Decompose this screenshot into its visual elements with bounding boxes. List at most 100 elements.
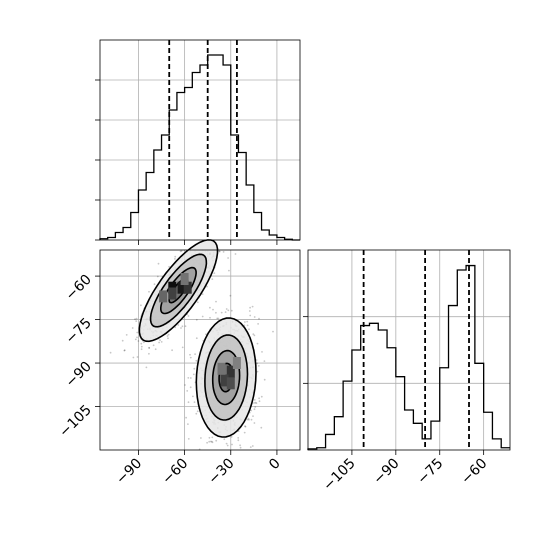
scatter-point [154, 348, 157, 351]
scatter-density-panel: −90 −60 −30 0 −105 −90 −75 −60 [56, 239, 301, 488]
scatter-point [220, 311, 223, 314]
right-histogram-panel: −105 −90 −75 −60 [303, 249, 511, 495]
scatter-point [253, 408, 256, 411]
density-cell [232, 357, 241, 369]
scatter-point [132, 356, 135, 359]
scatter-point [260, 426, 263, 429]
x-tick-label: −90 [370, 456, 402, 488]
scatter-point [230, 436, 233, 438]
scatter-point [255, 359, 258, 361]
scatter-point [184, 325, 187, 328]
scatter-point [159, 339, 161, 342]
scatter-point [248, 310, 251, 312]
density-cell [180, 273, 189, 285]
density-cell [159, 290, 168, 303]
scatter-point [168, 265, 171, 268]
scatter-point [209, 440, 212, 443]
scatter-point [180, 327, 182, 329]
scatter-point [249, 314, 252, 317]
scatter-point [211, 436, 214, 439]
scatter-point [121, 339, 124, 342]
x-tick-label: −105 [320, 456, 359, 495]
density-cell [183, 281, 192, 294]
scatter-point [227, 309, 230, 312]
scatter-point [237, 439, 240, 442]
scatter-point [243, 431, 246, 434]
scatter-point [201, 315, 204, 318]
y-tick-label: −60 [63, 272, 95, 304]
scatter-point [209, 306, 211, 309]
scatter-point [231, 443, 233, 446]
top-histogram-panel [95, 39, 301, 245]
scatter-point [260, 395, 263, 398]
scatter-point [192, 395, 194, 398]
scatter-point [193, 401, 196, 403]
scatter-point [215, 300, 217, 303]
histogram-step [307, 264, 510, 450]
scatter-point [228, 269, 230, 272]
scatter-point [206, 441, 209, 444]
histogram-step [99, 54, 300, 241]
scatter-point [256, 362, 259, 365]
scatter-point [181, 325, 184, 328]
density-cell [177, 281, 186, 294]
scatter-point [123, 349, 126, 352]
scatter-point [140, 342, 143, 345]
density-contour [211, 349, 241, 406]
scatter-point [109, 351, 112, 354]
scatter-point [131, 327, 134, 329]
scatter-point [167, 333, 170, 336]
scatter-point [216, 317, 219, 320]
scatter-point [255, 402, 258, 404]
panel-frame [307, 249, 511, 451]
density-cell [226, 377, 235, 390]
y-tick-label: −105 [56, 402, 95, 441]
scatter-point [223, 438, 226, 441]
scatter-point [253, 399, 256, 401]
scatter-point [136, 356, 139, 358]
scatter-point [239, 444, 242, 447]
scatter-point [125, 334, 128, 336]
panel-frame [99, 39, 301, 241]
scatter-point [136, 336, 138, 339]
scatter-point [135, 320, 138, 322]
scatter-point [252, 415, 254, 417]
scatter-point [217, 317, 220, 320]
density-cell [226, 365, 235, 378]
scatter-point [201, 293, 204, 295]
scatter-point [230, 309, 233, 312]
scatter-point [256, 370, 259, 373]
scatter-point [148, 290, 150, 293]
scatter-point [195, 359, 198, 362]
scatter-point [174, 258, 176, 260]
scatter-point [246, 324, 249, 327]
x-tick-label: −75 [414, 456, 446, 488]
x-tick-label: 0 [266, 456, 284, 474]
scatter-point [211, 441, 214, 444]
scatter-point [208, 440, 211, 443]
scatter-point [196, 410, 199, 413]
x-tick-label: −30 [205, 456, 237, 488]
scatter-point [257, 323, 259, 325]
scatter-point [192, 373, 195, 376]
scatter-point [253, 334, 256, 337]
x-tick-label: −60 [458, 456, 490, 488]
scatter-point [247, 417, 250, 420]
scatter-point [140, 345, 143, 348]
scatter-point [258, 397, 260, 400]
scatter-point [229, 294, 232, 297]
scatter-point [195, 337, 198, 340]
scatter-point [246, 320, 249, 323]
scatter-point [194, 353, 197, 355]
scatter-point [263, 360, 266, 362]
scatter-point [148, 352, 150, 355]
scatter-point [193, 367, 196, 370]
density-contour [149, 253, 208, 328]
scatter-point [251, 305, 254, 308]
scatter-point [180, 250, 183, 252]
density-contour [138, 239, 219, 343]
scatter-point [195, 318, 198, 321]
density-contour [204, 334, 249, 421]
scatter-point [200, 437, 202, 439]
scatter-point [218, 250, 221, 253]
